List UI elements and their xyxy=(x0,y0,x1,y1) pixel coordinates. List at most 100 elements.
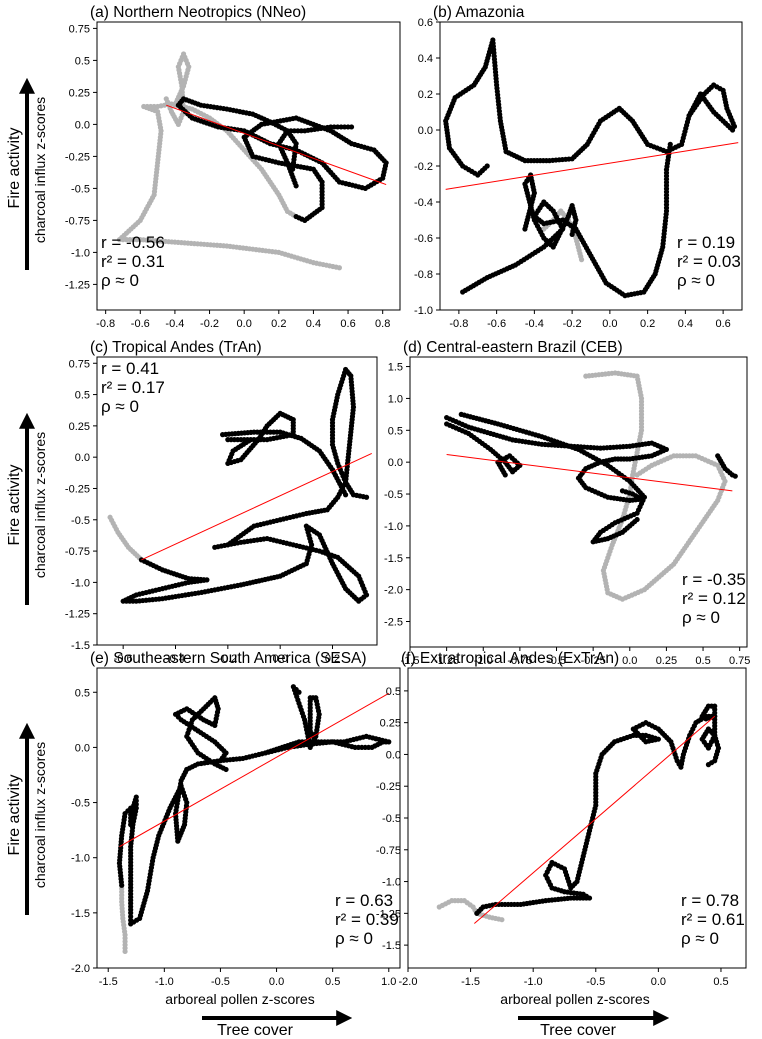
y-tick-label: -0.25 xyxy=(65,151,90,163)
y-tick-label: -0.5 xyxy=(384,489,403,501)
y-tick-label: -0.5 xyxy=(382,813,401,825)
y-tick-label: -1.5 xyxy=(382,940,401,952)
series-4-recent xyxy=(276,128,299,189)
data-point xyxy=(262,750,268,756)
x-tick-label: 0.2 xyxy=(640,318,655,330)
data-point xyxy=(619,488,626,494)
stat-line-3: ρ ≈ 0 xyxy=(682,608,720,627)
y-tick-label: 0.4 xyxy=(418,53,433,65)
data-point xyxy=(133,798,139,804)
data-point xyxy=(342,492,349,498)
x-tick-label: -2.0 xyxy=(399,976,418,988)
chart-panel-4: (d) Central-eastern Brazil (CEB) -1.5 -1.2… xyxy=(384,339,750,667)
chart-title: (b) Amazonia xyxy=(433,4,525,21)
data-point xyxy=(731,123,738,129)
chart-title: (c) Tropical Andes (TrAn) xyxy=(90,339,262,356)
series-2-recent xyxy=(443,37,736,178)
y-tick-label: -0.4 xyxy=(414,197,433,209)
data-point xyxy=(133,801,139,807)
y-tick-label: 0.5 xyxy=(75,55,90,67)
data-point xyxy=(363,494,370,500)
data-layer xyxy=(443,37,739,299)
series-4-recent xyxy=(172,695,229,773)
y-tick-label: -0.5 xyxy=(71,515,90,527)
y-tick-label: 0.5 xyxy=(386,686,401,698)
y-tick-label: 0.2 xyxy=(418,89,433,101)
stat-line-3: ρ ≈ 0 xyxy=(101,397,139,416)
x-tick-label: 0.6 xyxy=(715,318,730,330)
y-axis-label-row2: charcoal influx z-scores xyxy=(32,432,48,578)
chart-panel-1: (a) Northern Neotropics (NNeo) -0.8 -0.6 -0… xyxy=(65,4,401,330)
y-tick-label: -1.5 xyxy=(384,553,403,565)
chart-title: (a) Northern Neotropics (NNeo) xyxy=(90,4,306,21)
stat-line-2: r² = 0.39 xyxy=(335,910,399,929)
series-5-recent xyxy=(715,453,738,479)
x-tick-label: 0.2 xyxy=(325,653,340,665)
series-1-old xyxy=(107,514,145,563)
x-tick-label: 0.0 xyxy=(237,318,252,330)
chart-panel-3: (c) Tropical Andes (TrAn) -0.6 -0.4 -0.2 0.0… xyxy=(65,339,378,665)
y-tick-label: 1.0 xyxy=(388,393,403,405)
stat-line-1: r = 0.78 xyxy=(681,891,739,910)
chart-panel-2: (b) Amazonia -0.8 -0.6 -0.4 -0.2 0.0 0.2 0.4 0.6… xyxy=(414,4,743,330)
series-2-recent xyxy=(120,523,370,604)
regression-line xyxy=(166,104,387,186)
x-labels-right: arboreal pollen z-scores Tree cover xyxy=(500,991,670,1039)
series-3-recent xyxy=(184,733,392,773)
row2-y-labels: Fire activity charcoal influx z-scores xyxy=(6,412,48,605)
x-tick-label: 0.5 xyxy=(695,655,710,667)
x-tick-label: 1.0 xyxy=(381,976,396,988)
x-tick-label: -0.25 xyxy=(581,655,606,667)
y-tick-label: -0.75 xyxy=(65,215,90,227)
series-5-recent xyxy=(686,82,738,129)
fire-activity-label-row3: Fire activity xyxy=(6,775,23,856)
x-tick-label: 0.75 xyxy=(729,655,750,667)
regression-line xyxy=(141,452,372,561)
tree-cover-label-left: Tree cover xyxy=(217,1022,294,1039)
y-tick-label: 0.0 xyxy=(388,457,403,469)
x-tick-label: -0.6 xyxy=(131,318,150,330)
y-axis-label-row3: charcoal influx z-scores xyxy=(32,742,48,888)
x-labels-left: arboreal pollen z-scores Tree cover xyxy=(165,991,353,1039)
y-tick-label: -0.5 xyxy=(71,183,90,195)
data-layer xyxy=(436,703,722,924)
y-tick-label: 0.25 xyxy=(69,87,90,99)
y-tick-label: -1.0 xyxy=(71,247,90,259)
plot-frame xyxy=(96,21,401,311)
x-tick-label: 0.5 xyxy=(713,976,728,988)
data-point xyxy=(499,917,505,923)
series-2-recent xyxy=(116,766,190,927)
y-tick-label: -0.75 xyxy=(65,546,90,558)
x-tick-label: -0.2 xyxy=(200,318,219,330)
y-tick-label: 0.6 xyxy=(418,17,433,29)
x-tick-label: 0.8 xyxy=(375,318,390,330)
x-tick-label: 0.0 xyxy=(273,653,288,665)
series-1-old xyxy=(436,898,505,923)
data-point xyxy=(634,516,640,523)
y-tick-label: -0.25 xyxy=(376,781,401,793)
series-1-old xyxy=(116,101,342,271)
x-tick-label: -0.5 xyxy=(547,655,566,667)
x-tick-label: -0.5 xyxy=(586,976,605,988)
y-tick-label: -1.0 xyxy=(71,853,90,865)
x-tick-label: -1.0 xyxy=(524,976,543,988)
x-tick-label: 0.0 xyxy=(651,976,666,988)
x-tick-label: -0.8 xyxy=(449,318,468,330)
data-point xyxy=(634,472,640,478)
data-point xyxy=(212,544,218,550)
x-tick-label: 0.4 xyxy=(306,318,321,330)
series-4-recent xyxy=(458,411,648,545)
y-tick-label: -1.25 xyxy=(65,279,90,291)
x-tick-label: -0.5 xyxy=(211,976,230,988)
regression-line xyxy=(119,692,390,848)
y-tick-label: -2.0 xyxy=(384,585,403,597)
x-tick-label: -0.6 xyxy=(114,653,133,665)
y-tick-label: 1.5 xyxy=(388,362,403,374)
plot-frame xyxy=(96,667,401,969)
stat-line-2: r² = 0.12 xyxy=(682,589,746,608)
y-tick-label: -0.8 xyxy=(414,269,433,281)
y-tick-label: 0.5 xyxy=(388,425,403,437)
y-tick-label: -1.25 xyxy=(376,908,401,920)
data-point xyxy=(128,913,134,920)
